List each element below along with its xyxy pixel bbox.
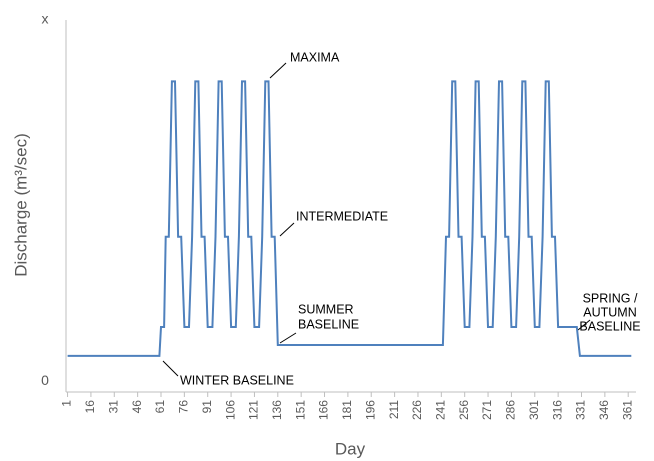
x-tick-label: 106 [223, 400, 237, 420]
x-tick-label: 91 [200, 400, 214, 414]
y-tick-label: 0 [41, 372, 49, 388]
y-axis-title: Discharge (m³/sec) [11, 133, 30, 277]
x-tick-label: 151 [293, 400, 307, 420]
x-tick-label: 256 [457, 400, 471, 420]
x-tick-label: 136 [270, 400, 284, 420]
x-tick-label: 31 [106, 400, 120, 414]
x-tick-label: 226 [410, 400, 424, 420]
y-tick-label: x [42, 11, 49, 27]
x-tick-label: 196 [363, 400, 377, 420]
annotation: SPRING / [583, 291, 638, 305]
annotation: SUMMER [298, 302, 354, 316]
leader-line [162, 360, 179, 377]
annotation: INTERMEDIATE [296, 209, 388, 223]
annotation: AUTUMN [583, 305, 636, 319]
series-line [67, 80, 632, 357]
x-tick-label: 301 [527, 400, 541, 420]
x-tick-label: 346 [597, 400, 611, 420]
x-tick-label: 181 [340, 400, 354, 420]
x-tick-label: 16 [83, 400, 97, 414]
x-axis-title: Day [335, 439, 366, 458]
leaders [162, 62, 591, 377]
leader-line [279, 222, 295, 237]
leader-line [279, 332, 297, 344]
x-tick-label: 286 [504, 400, 518, 420]
x-tick-label: 316 [550, 400, 564, 420]
annotation: BASELINE [298, 317, 359, 331]
x-tick-label: 46 [130, 400, 144, 414]
x-tick-label: 1 [60, 400, 74, 407]
annotation: MAXIMA [290, 50, 340, 64]
leader-line [577, 319, 591, 331]
annotation: WINTER BASELINE [180, 373, 294, 387]
x-tick-label: 166 [317, 400, 331, 420]
x-tick-label: 331 [574, 400, 588, 420]
x-tick-label: 241 [433, 400, 447, 420]
leader-line [269, 62, 287, 79]
x-tick-label: 361 [620, 400, 634, 420]
x-tick-label: 76 [177, 400, 191, 414]
x-tick-label: 211 [387, 400, 401, 419]
x-tick-label: 271 [480, 400, 494, 420]
x-tick-label: 121 [247, 400, 261, 420]
x-tick-label: 61 [153, 400, 167, 414]
annotation: BASELINE [579, 319, 640, 333]
